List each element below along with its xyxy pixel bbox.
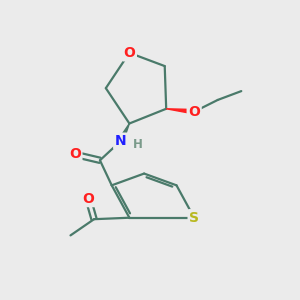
- Text: O: O: [82, 192, 94, 206]
- Text: H: H: [133, 138, 143, 151]
- Text: O: O: [124, 46, 135, 60]
- Text: N: N: [115, 134, 126, 148]
- Text: O: O: [188, 105, 200, 119]
- Text: O: O: [69, 147, 81, 161]
- Text: S: S: [189, 211, 199, 225]
- Polygon shape: [118, 124, 129, 142]
- Polygon shape: [166, 109, 194, 114]
